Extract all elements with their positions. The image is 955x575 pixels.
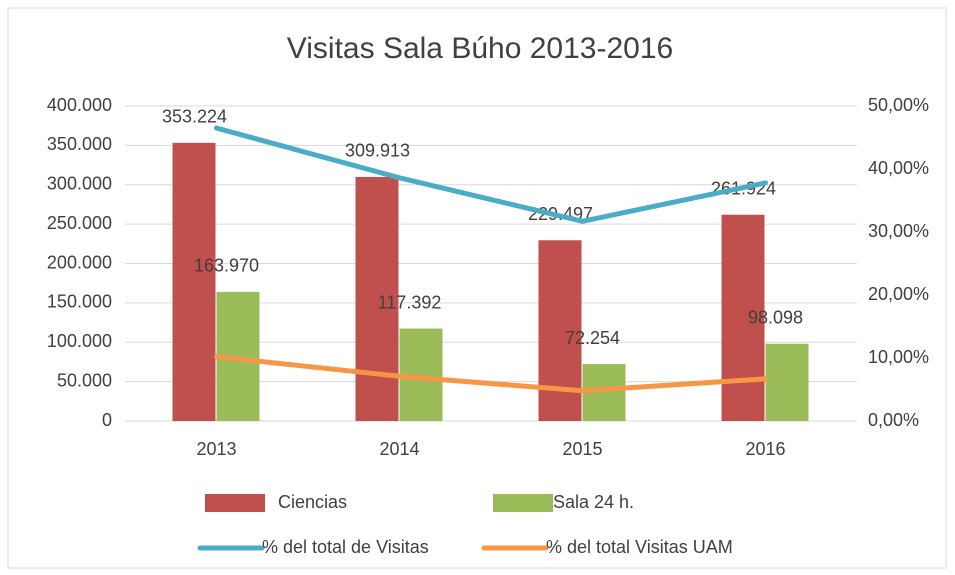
y-tick-label: 50.000 [57,370,112,390]
y2-tick-label: 10,00% [868,347,929,367]
data-label: 98.098 [748,307,803,327]
y2-tick-label: 20,00% [868,284,929,304]
y-tick-label: 100.000 [47,331,112,351]
data-label: 309.913 [345,141,410,161]
line [214,125,768,224]
x-tick-label: 2016 [745,439,785,459]
line [214,354,768,394]
legend-label: Ciencias [278,492,347,512]
bar [765,343,809,421]
bar [355,176,399,421]
bar [172,142,216,421]
y2-tick-label: 40,00% [868,158,929,178]
y-tick-label: 300.000 [47,174,112,194]
data-label: 72.254 [565,328,620,348]
data-label: 117.392 [378,292,442,312]
y-tick-label: 400.000 [47,95,112,115]
chart-title: Visitas Sala Búho 2013-2016 [287,32,673,65]
bar [721,214,765,421]
x-tick-label: 2013 [196,439,236,459]
y-tick-label: 150.000 [47,292,112,312]
x-tick-label: 2015 [562,439,602,459]
y-tick-label: 200.000 [47,252,112,272]
legend-swatch [493,494,553,512]
data-label: 353.224 [162,107,227,127]
y2-tick-label: 0,00% [868,410,919,430]
y-tick-label: 350.000 [47,134,112,154]
y2-tick-label: 50,00% [868,95,929,115]
x-tick-label: 2014 [379,439,419,459]
data-label: 163.970 [194,256,259,276]
legend-label: Sala 24 h. [553,492,634,512]
legend-label: % del total Visitas UAM [546,537,733,557]
chart-border [7,7,947,569]
y-tick-label: 0 [102,410,112,430]
y2-tick-label: 30,00% [868,221,929,241]
y-tick-label: 250.000 [47,213,112,233]
legend-label: % del total de Visitas [262,537,429,557]
legend-swatch [205,494,265,512]
